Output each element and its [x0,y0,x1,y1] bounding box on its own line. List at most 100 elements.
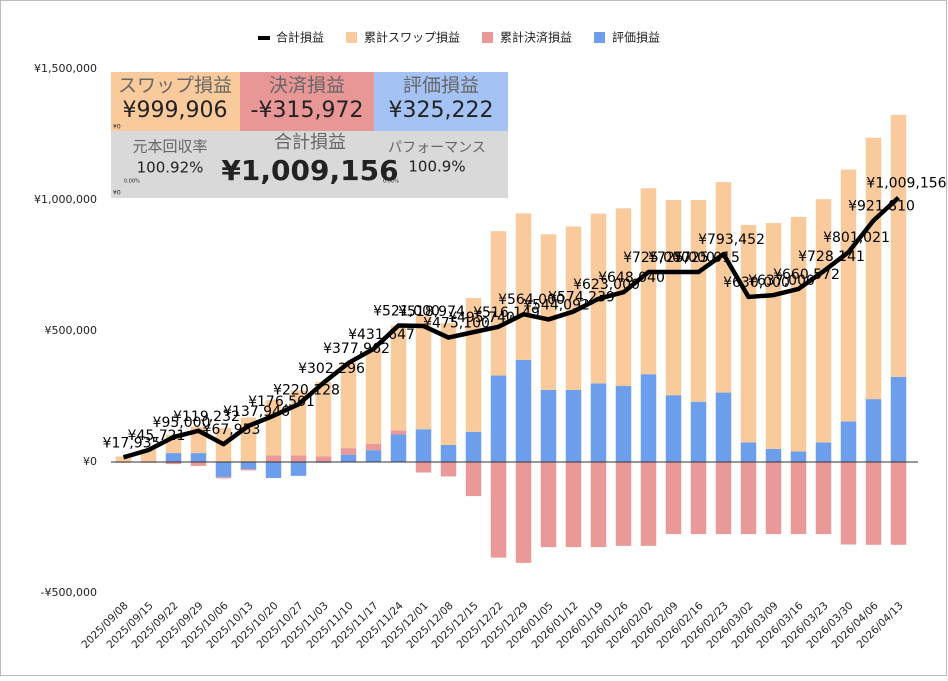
bar [616,208,632,386]
small-label: ¥0 [113,190,121,197]
bar [741,225,757,442]
data-label: ¥67,953 [203,422,261,438]
bar [516,360,532,462]
summary-card: スワップ損益 ¥999,906 決済損益 -¥315,972 評価損益 ¥325… [111,72,508,198]
bar [791,452,807,462]
bar [541,390,557,462]
small-label: 0.00% [124,179,140,185]
bar [216,477,232,478]
y-tick-label: ¥1,000,000 [34,193,97,206]
data-label: ¥801,021 [823,230,890,246]
bar [691,402,707,462]
bar [416,316,432,430]
data-label: ¥648,040 [598,270,665,286]
bar [816,462,832,534]
bar [691,200,707,402]
data-label: ¥377,962 [323,341,390,357]
legend-swatch [482,32,493,43]
bar [366,349,382,444]
label: 合計損益 [274,132,346,153]
bar [566,462,582,547]
bar [616,386,632,462]
bar [416,429,432,462]
bar [666,462,682,534]
bar [766,223,782,449]
bar [541,462,557,547]
bar [641,462,657,546]
label: 決済損益 [269,75,345,97]
bar [391,431,407,435]
label: 評価損益 [403,75,479,97]
data-label: ¥1,009,156 [866,176,946,192]
legend-swatch [594,32,605,43]
data-label: ¥921,810 [848,198,915,214]
bar [891,377,907,462]
bar [716,393,732,462]
bar [841,421,857,462]
bar [341,455,357,462]
bar [441,462,457,476]
bar [866,462,882,545]
bar [241,469,257,470]
bar [341,448,357,455]
legend-label: 累計決済損益 [500,30,572,45]
bar [816,442,832,462]
bar [891,462,907,545]
legend-swatch [258,36,270,40]
small-label: ¥0 [113,124,121,131]
value: 100.9% [408,158,465,176]
bar [466,432,482,462]
y-tick-label: ¥500,000 [45,324,98,337]
bar [191,453,207,462]
bar [266,455,282,462]
bar [616,462,632,546]
value: ¥1,009,156 [221,154,398,187]
bar [591,383,607,462]
bar [241,462,257,469]
y-tick-label: ¥0 [83,455,97,468]
bar [416,462,432,472]
bar [691,462,707,534]
bar [891,115,907,377]
bar [641,374,657,462]
bar [491,376,507,462]
data-label: ¥302,296 [298,361,365,377]
bar [316,456,332,462]
bar [866,399,882,462]
bar [716,462,732,534]
bar [566,390,582,462]
bar [216,462,232,477]
legend-label: 合計損益 [276,30,324,45]
small-label: 0.00% [383,179,399,185]
bar [166,453,182,462]
bar [291,455,307,462]
label: スワップ損益 [118,75,232,97]
bar [466,462,482,496]
value: ¥325,222 [389,98,494,123]
bar [441,323,457,445]
label: 元本回収率 [132,138,207,156]
bar [591,462,607,547]
y-tick-label: ¥1,500,000 [34,62,97,75]
label: パフォーマンス [388,140,486,156]
value: 100.92% [137,159,204,177]
legend-label: 評価損益 [612,30,660,45]
bar [391,434,407,462]
bar [266,462,282,478]
bar [516,462,532,563]
bar [441,445,457,462]
data-label: ¥660,572 [773,267,840,283]
bar [366,450,382,462]
bar [766,449,782,462]
legend-label: 累計スワップ損益 [364,30,460,45]
bar [491,462,507,558]
value: -¥315,972 [251,98,364,123]
bar [666,200,682,395]
bar [666,395,682,462]
y-tick-label: -¥500,000 [41,586,97,599]
bar [766,462,782,534]
data-label: ¥431,647 [348,327,415,343]
value: ¥999,906 [123,98,228,123]
legend-swatch [346,32,357,43]
